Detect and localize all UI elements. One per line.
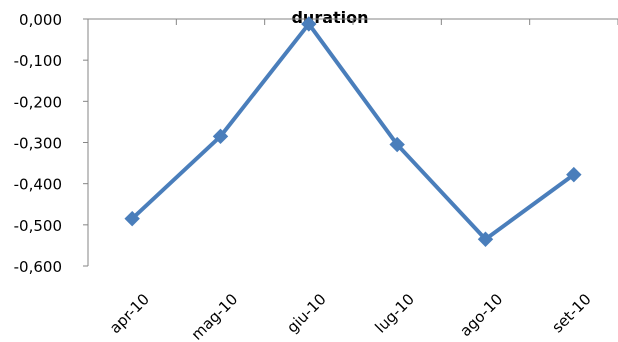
y-tick-labels: 0,000 -0,100 -0,200 -0,300 -0,400 -0,500 -0,60…	[14, 11, 62, 276]
data-point-marker	[124, 210, 140, 227]
y-tick-label: -0,300	[14, 135, 62, 153]
y-tick-label: -0,600	[14, 258, 62, 276]
axes	[83, 18, 618, 267]
y-tick-label: -0,100	[14, 52, 62, 70]
x-tick-label: ago-10	[456, 290, 506, 340]
data-point-marker	[477, 231, 494, 247]
x-tick-label: mag-10	[188, 290, 242, 342]
x-tick-label: apr-10	[106, 290, 153, 337]
x-tick-labels: apr-10 mag-10 giu-10 lug-10 ago-10 set-10	[106, 290, 595, 342]
x-tick-label: lug-10	[372, 290, 418, 336]
x-tick-label: giu-10	[283, 290, 329, 336]
series-group	[124, 16, 582, 247]
series-line	[130, 21, 576, 242]
y-tick-label: -0,500	[14, 217, 62, 235]
y-tick-label: 0,000	[19, 11, 62, 29]
data-point-marker	[301, 16, 317, 32]
data-point-marker	[212, 128, 229, 145]
data-point-marker	[566, 166, 582, 183]
y-tick-label: -0,200	[14, 93, 62, 111]
x-tick-label: set-10	[548, 290, 594, 336]
y-tick-label: -0,400	[14, 176, 62, 194]
data-point-marker	[389, 136, 405, 153]
